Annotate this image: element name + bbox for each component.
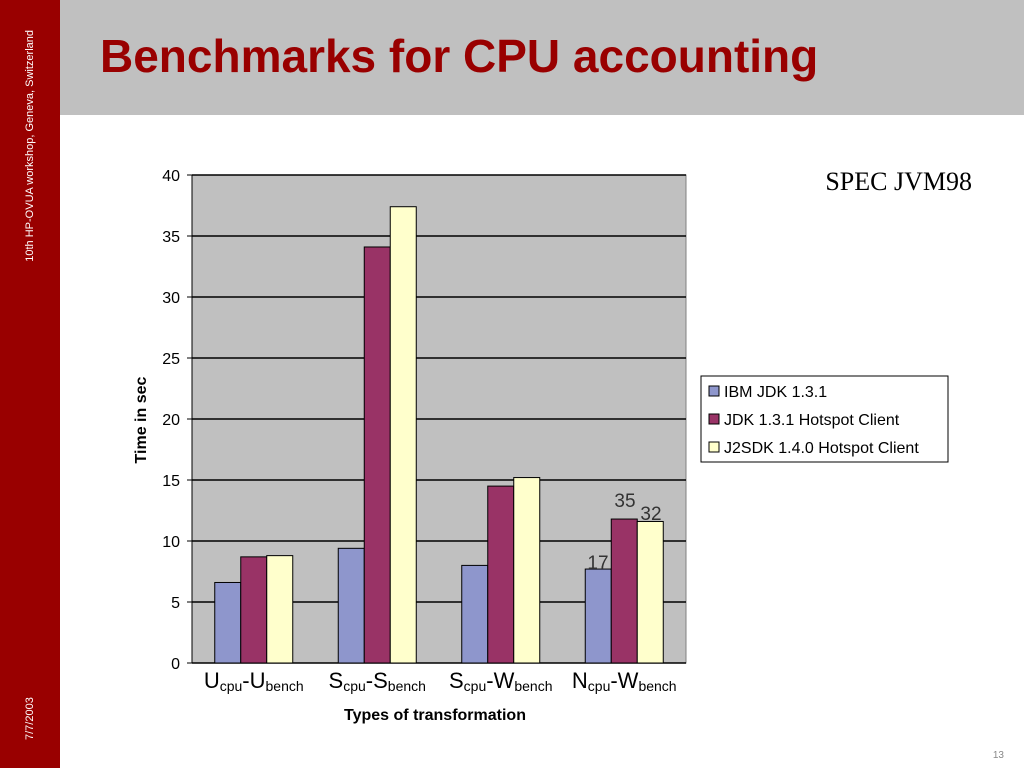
y-tick-label: 5 <box>171 595 180 612</box>
x-axis-title: Types of transformation <box>344 707 526 724</box>
x-tick-label: Ucpu-Ubench <box>204 668 304 694</box>
legend-swatch <box>708 441 720 453</box>
y-tick-label: 10 <box>162 534 180 551</box>
x-tick-label-subscript: cpu <box>220 678 243 694</box>
legend-label: IBM JDK 1.3.1 <box>724 384 827 401</box>
legend-label: J2SDK 1.4.0 Hotspot Client <box>724 440 919 457</box>
bar <box>636 520 664 664</box>
annotation: 35 <box>614 491 635 512</box>
x-tick-label-main: -S <box>366 668 388 693</box>
sidebar-text: 10th HP-OVUA workshop, Geneva, Switzerla… <box>24 30 36 262</box>
y-tick-label: 0 <box>171 656 180 673</box>
y-axis-title: Time in sec <box>133 376 150 463</box>
legend-swatch <box>708 385 720 397</box>
bar <box>513 477 541 664</box>
sidebar <box>0 0 60 768</box>
x-tick-label-subscript: bench <box>638 678 676 694</box>
x-tick-label-main: -W <box>486 668 514 693</box>
x-tick-label: Scpu-Sbench <box>329 668 426 694</box>
page-number: 13 <box>993 750 1005 761</box>
bar <box>363 246 391 664</box>
bar <box>461 564 489 664</box>
slide-date: 7/7/2003 <box>24 697 36 740</box>
bar <box>389 206 417 664</box>
bar <box>240 556 268 664</box>
bar <box>266 555 294 664</box>
x-tick-label-subscript: bench <box>514 678 552 694</box>
x-tick-label: Ncpu-Wbench <box>572 668 677 694</box>
slide-subtitle: SPEC JVM98 <box>825 167 972 196</box>
x-tick-label-main: U <box>204 668 220 693</box>
bar <box>584 568 612 664</box>
bar <box>487 485 515 664</box>
title-band <box>60 0 1024 115</box>
annotation: 32 <box>640 504 661 525</box>
x-tick-label-subscript: cpu <box>343 678 366 694</box>
y-tick-label: 30 <box>162 290 180 307</box>
x-tick-label-main: S <box>449 668 464 693</box>
x-tick-label-main: N <box>572 668 588 693</box>
slide-title: Benchmarks for CPU accounting <box>100 30 818 82</box>
x-tick-label-main: -U <box>242 668 265 693</box>
bar <box>337 547 365 664</box>
x-tick-label-subscript: cpu <box>588 678 611 694</box>
legend-swatch <box>708 413 720 425</box>
y-tick-label: 40 <box>162 168 180 185</box>
bar <box>214 581 242 664</box>
x-tick-label-main: -W <box>610 668 638 693</box>
annotation: 17 <box>587 553 608 574</box>
x-tick-label: Scpu-Wbench <box>449 668 553 694</box>
y-tick-label: 25 <box>162 351 180 368</box>
y-tick-label: 35 <box>162 229 180 246</box>
legend-box <box>700 375 949 463</box>
x-tick-label-main: S <box>329 668 344 693</box>
x-tick-label-subscript: cpu <box>464 678 487 694</box>
x-tick-label-subscript: bench <box>266 678 304 694</box>
y-tick-label: 15 <box>162 473 180 490</box>
bar <box>610 518 638 664</box>
y-tick-label: 20 <box>162 412 180 429</box>
legend-label: JDK 1.3.1 Hotspot Client <box>724 412 900 429</box>
x-tick-label-subscript: bench <box>388 678 426 694</box>
